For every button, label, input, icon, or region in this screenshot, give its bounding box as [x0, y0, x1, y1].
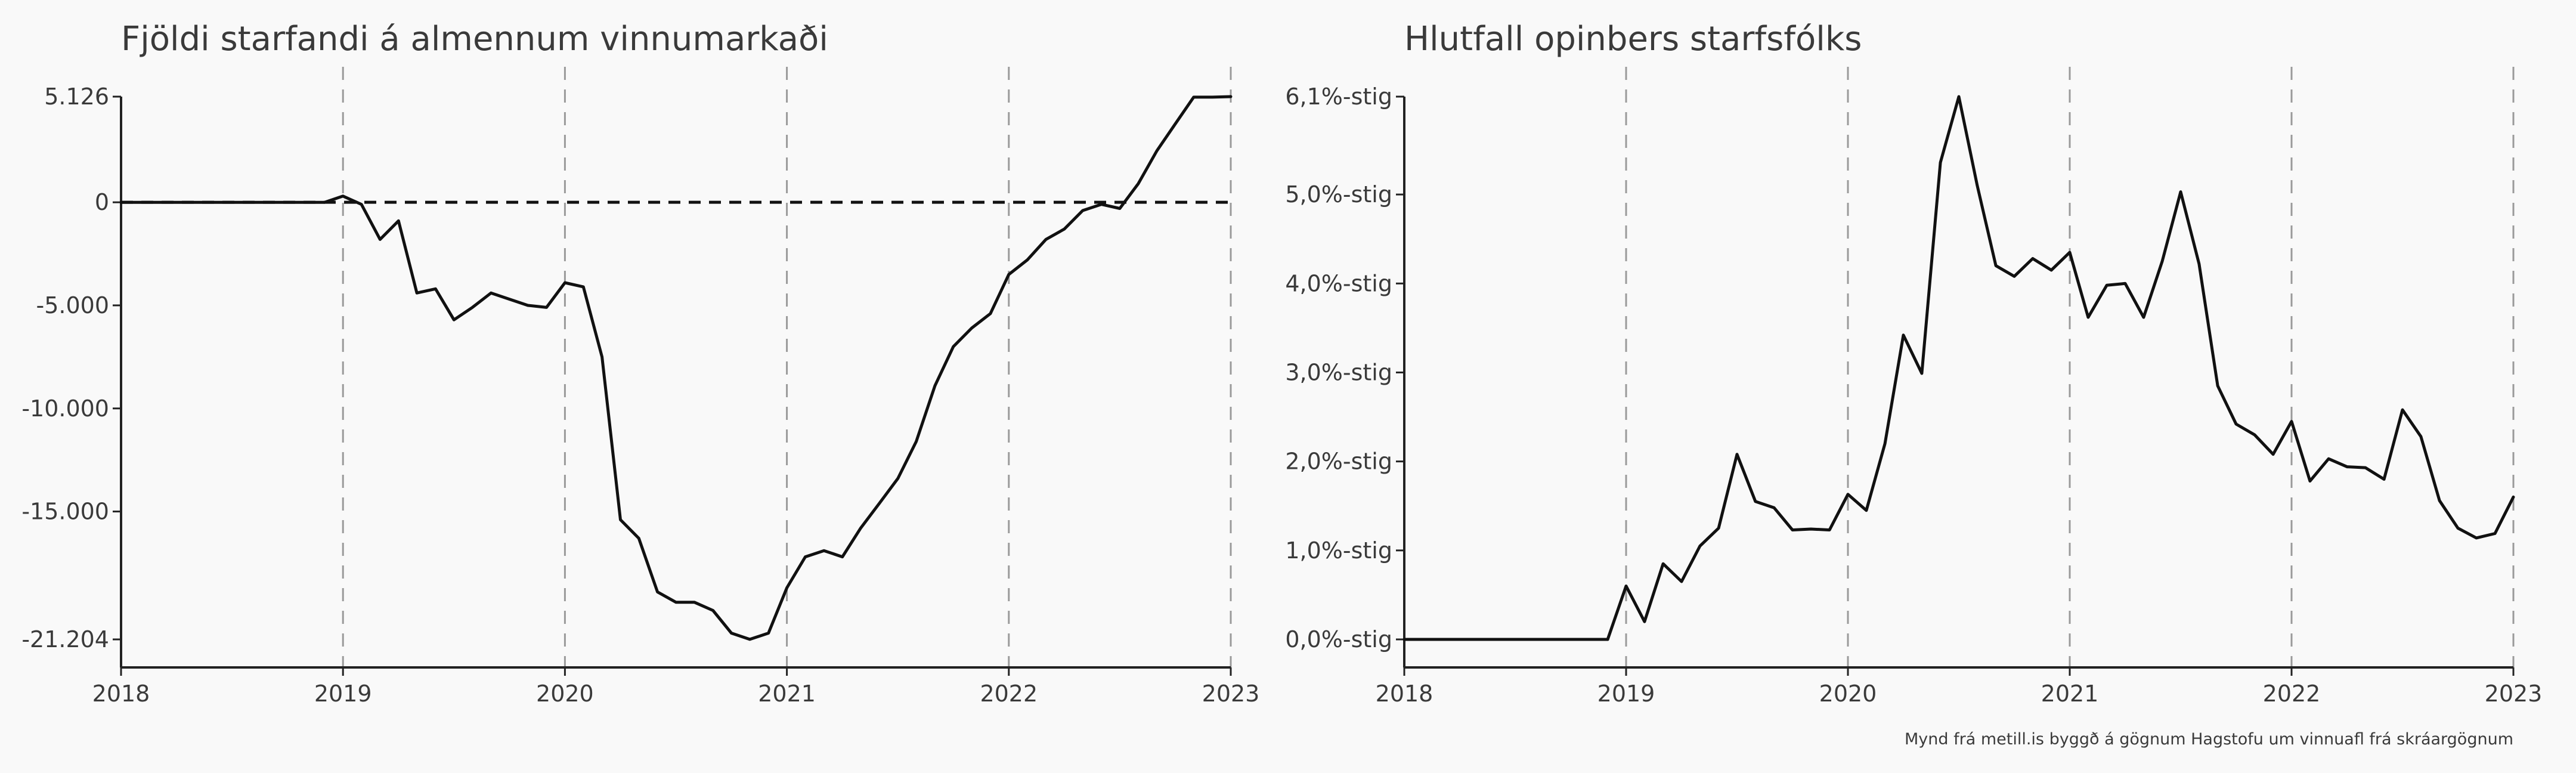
left-x-tick-label: 2018 [92, 681, 150, 707]
right-x-tick-label: 2018 [1376, 681, 1433, 707]
right-x-tick-label: 2020 [1819, 681, 1877, 707]
right-y-tick-label: 5,0%-stig [1285, 181, 1392, 208]
left-chart-title: Fjöldi starfandi á almennum vinnumarkaði [121, 20, 828, 58]
right-series-line [1402, 95, 2515, 641]
right-y-tick-label: 3,0%-stig [1285, 359, 1392, 385]
right-y-tick-label: 6,1%-stig [1285, 84, 1392, 110]
left-series-line [119, 95, 1233, 641]
right-x-tick-label: 2021 [2041, 681, 2099, 707]
right-chart-title: Hlutfall opinbers starfsfólks [1404, 20, 1862, 58]
right-chart: Hlutfall opinbers starfsfólks 6,1%-stig 5,… [1285, 20, 2542, 707]
right-y-tick-label: 2,0%-stig [1285, 449, 1392, 475]
left-y-tick-label: -21.204 [21, 626, 109, 653]
left-x-tick-label: 2020 [536, 681, 594, 707]
left-x-tick-label: 2019 [314, 681, 372, 707]
right-y-tick-label: 1,0%-stig [1285, 537, 1392, 564]
right-x-tick-label: 2022 [2263, 681, 2321, 707]
right-y-tick-label: 0,0%-stig [1285, 626, 1392, 653]
left-x-tick-label: 2023 [1202, 681, 1260, 707]
left-chart: Fjöldi starfandi á almennum vinnumarkaði… [21, 20, 1259, 707]
left-y-tick-label: -15.000 [21, 499, 109, 525]
left-x-tick-label: 2021 [758, 681, 816, 707]
left-y-tick-label: 5.126 [44, 84, 109, 110]
right-y-tick-label: 4,0%-stig [1285, 270, 1392, 296]
right-x-tick-label: 2023 [2485, 681, 2543, 707]
source-caption: Mynd frá metill.is byggð á gögnum Hagsto… [1905, 730, 2513, 749]
right-x-tick-label: 2019 [1597, 681, 1655, 707]
left-y-tick-label: -10.000 [21, 395, 109, 422]
left-y-tick-label: -5.000 [36, 292, 110, 319]
left-x-tick-label: 2022 [980, 681, 1038, 707]
left-y-tick-label: 0 [95, 189, 109, 215]
